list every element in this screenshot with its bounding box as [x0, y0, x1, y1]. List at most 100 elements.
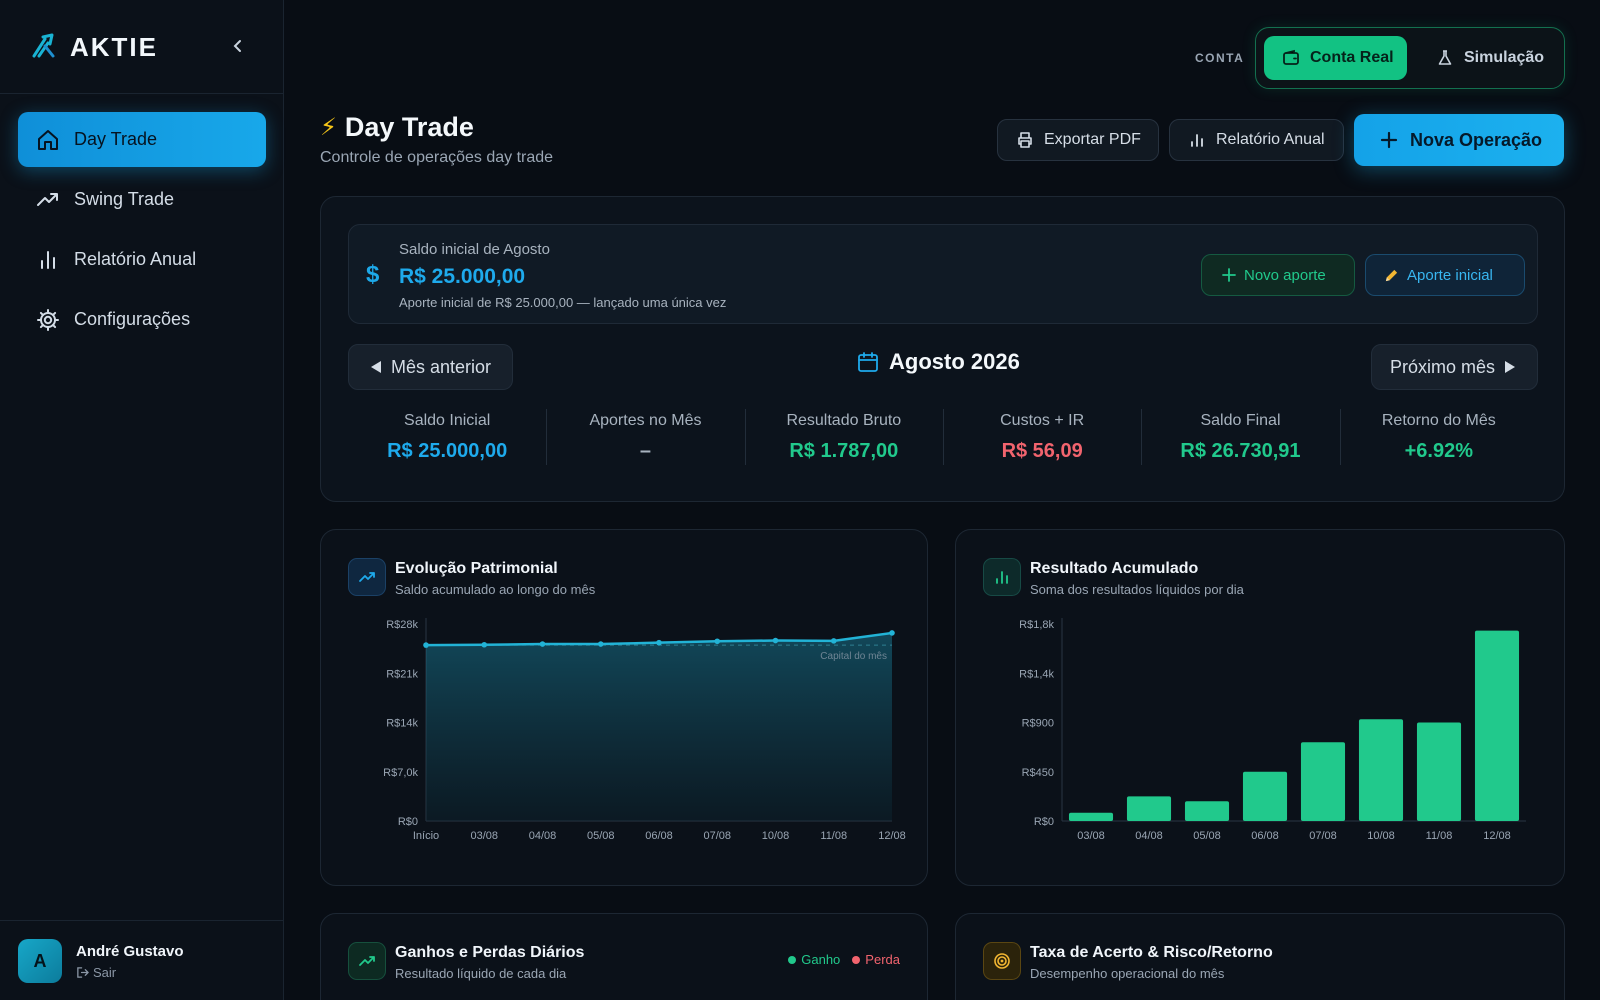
month-summary-card: $ Saldo inicial de Agosto R$ 25.000,00 A… [320, 196, 1565, 502]
x-tick-label: 10/08 [762, 830, 790, 842]
sidebar-item-label: Swing Trade [74, 189, 175, 209]
sidebar-item-label: Relatório Anual [74, 249, 197, 269]
evolucao-chart: R$0 R$7,0k R$14k R$21k R$28k Início 03/08 04/08… [383, 618, 906, 842]
triangle-right-icon [1505, 361, 1516, 373]
stat-label: Custos + IR [1000, 412, 1085, 429]
legend-gain: Ganho [788, 952, 840, 967]
data-point [597, 641, 604, 647]
y-tick-label: R$0 [398, 816, 418, 828]
y-tick-label: R$900 [1022, 718, 1054, 730]
new-operation-button[interactable]: Nova Operação [1354, 114, 1564, 166]
card-subtitle: Saldo acumulado ao longo do mês [395, 582, 596, 597]
export-pdf-button[interactable]: Exportar PDF [997, 119, 1159, 161]
card-title: Ganhos e Perdas Diários [395, 944, 585, 961]
data-point [423, 642, 429, 648]
sidebar-item-relatorio-anual[interactable]: Relatório Anual [18, 232, 266, 287]
card-title: Evolução Patrimonial [395, 560, 558, 577]
y-tick-label: R$450 [1022, 767, 1054, 779]
x-tick-label: 03/08 [1077, 830, 1105, 842]
previous-month-button[interactable]: Mês anterior [348, 344, 513, 390]
stat-saldo-final: Saldo Final R$ 26.730,91 [1141, 405, 1339, 475]
reference-label: Capital do mês [820, 651, 887, 662]
stat-label: Retorno do Mês [1381, 412, 1496, 429]
x-tick-label: 12/08 [878, 830, 906, 842]
chart-legend: Ganho Perda [788, 952, 900, 967]
plus-icon [1380, 131, 1398, 149]
next-month-label: Próximo mês [1390, 356, 1496, 377]
simulacao-button[interactable]: Simulação [1418, 36, 1558, 80]
logo-icon [30, 31, 58, 64]
calendar-icon [858, 352, 878, 372]
area-fill [426, 632, 892, 821]
avatar[interactable]: A [18, 939, 62, 983]
sidebar-divider [0, 93, 284, 94]
account-label: CONTA [1195, 51, 1245, 65]
data-point [772, 637, 779, 644]
stat-value: R$ 26.730,91 [1180, 440, 1301, 462]
bar [1068, 812, 1114, 821]
current-month-label: Agosto 2026 [889, 349, 1020, 374]
flask-icon [1438, 50, 1452, 65]
trend-up-icon [348, 942, 386, 980]
pencil-icon [1385, 269, 1398, 281]
plus-icon [1222, 268, 1236, 282]
y-tick-label: R$21k [386, 668, 418, 680]
x-tick-label: 12/08 [1483, 830, 1511, 842]
x-tick-label: 05/08 [587, 830, 615, 842]
data-point [481, 641, 488, 648]
stat-custos-ir: Custos + IR R$ 56,09 [942, 405, 1141, 475]
next-month-button[interactable]: Próximo mês [1371, 344, 1538, 390]
conta-real-label: Conta Real [1310, 49, 1394, 66]
aporte-inicial-button[interactable]: Aporte inicial [1365, 254, 1525, 296]
novo-aporte-label: Novo aporte [1244, 266, 1326, 284]
x-tick-label: 10/08 [1367, 830, 1395, 842]
sidebar-nav: Day Trade Swing Trade Relatório Anual Co… [18, 112, 266, 352]
acumulado-chart: R$0 R$450 R$900 R$1,4k R$1,8k 03/08 04/08 05/08… [1019, 618, 1526, 842]
card-subtitle: Resultado líquido de cada dia [395, 966, 567, 981]
stat-value: – [639, 440, 652, 462]
brand[interactable]: AKTIE [30, 30, 158, 64]
saldo-note: Aporte inicial de R$ 25.000,00 — lançado… [399, 295, 727, 310]
x-tick-label: 04/08 [1135, 830, 1163, 842]
evolucao-patrimonial-card: Evolução Patrimonial Saldo acumulado ao … [320, 529, 928, 886]
resultado-acumulado-card: Resultado Acumulado Soma dos resultados … [955, 529, 1565, 886]
x-tick-label: 06/08 [645, 830, 673, 842]
sidebar-item-day-trade[interactable]: Day Trade [18, 112, 266, 167]
home-icon [38, 129, 58, 150]
bar-chart-icon [41, 250, 55, 269]
gear-icon [37, 308, 59, 331]
triangle-left-icon [371, 361, 381, 373]
stat-label: Saldo Inicial [404, 412, 491, 429]
simulacao-label: Simulação [1464, 49, 1545, 66]
novo-aporte-button[interactable]: Novo aporte [1201, 254, 1355, 296]
x-tick-label: 07/08 [1309, 830, 1337, 842]
logout-link[interactable]: Sair [76, 965, 116, 980]
y-tick-label: R$1,4k [1019, 668, 1054, 680]
data-point [539, 641, 546, 647]
stat-value: R$ 25.000,00 [387, 440, 508, 462]
stat-value: R$ 1.787,00 [789, 440, 899, 462]
saldo-value: R$ 25.000,00 [399, 265, 526, 288]
bar [1184, 801, 1230, 821]
sidebar-item-label: Configurações [74, 309, 191, 329]
annual-report-button[interactable]: Relatório Anual [1169, 119, 1344, 161]
y-tick-label: R$28k [386, 619, 418, 631]
bar [1300, 742, 1346, 821]
bar [1126, 796, 1172, 821]
dollar-icon: $ [366, 261, 380, 288]
saldo-inicial-box: $ Saldo inicial de Agosto R$ 25.000,00 A… [348, 224, 1538, 324]
trend-up-icon [348, 558, 386, 596]
data-point [714, 638, 721, 645]
export-pdf-label: Exportar PDF [1044, 131, 1141, 148]
conta-real-button[interactable]: Conta Real [1264, 36, 1407, 80]
annual-report-label: Relatório Anual [1216, 131, 1325, 148]
stat-aportes: Aportes no Mês – [546, 405, 744, 475]
taxa-acerto-card: Taxa de Acerto & Risco/Retorno Desempenh… [955, 913, 1565, 1000]
collapse-sidebar-button[interactable] [226, 34, 250, 58]
printer-icon [1018, 132, 1032, 148]
sidebar-item-configuracoes[interactable]: Configurações [18, 292, 266, 347]
ganhos-perdas-card: Ganhos e Perdas Diários Resultado líquid… [320, 913, 928, 1000]
sidebar-item-swing-trade[interactable]: Swing Trade [18, 172, 266, 227]
page-subtitle: Controle de operações day trade [320, 149, 554, 166]
sidebar: AKTIE Day Trade Swing Trade Relatório An… [0, 0, 284, 1000]
